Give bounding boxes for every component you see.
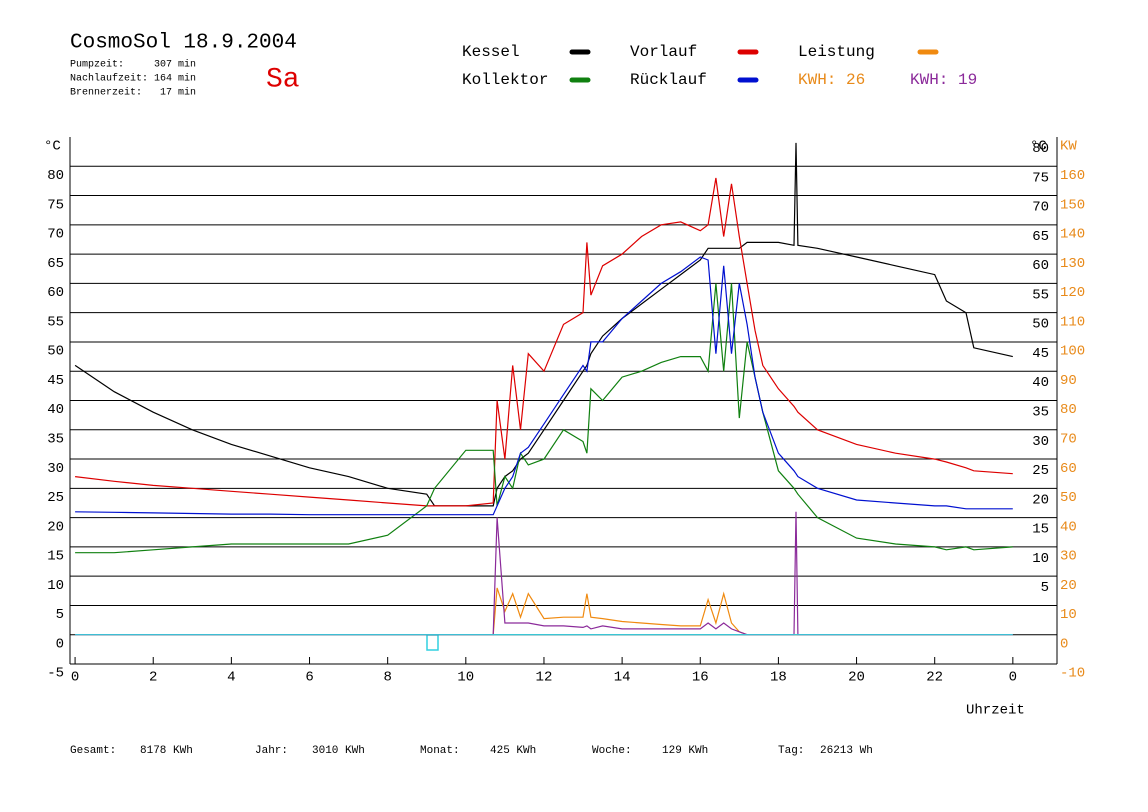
footer-label: Jahr: (255, 745, 288, 757)
y-tick-label: 55 (47, 314, 64, 330)
y-right-tick-label: 10 (1032, 551, 1049, 567)
footer-value: 129 KWh (662, 745, 708, 757)
footer-label: Woche: (592, 745, 632, 757)
y2-tick-label: 120 (1060, 285, 1085, 301)
y-unit: °C (44, 139, 61, 155)
y-tick-label: 30 (47, 461, 64, 477)
y-right-tick-label: 35 (1032, 404, 1049, 420)
y-right-tick-label: 80 (1032, 141, 1049, 157)
footer-label: Gesamt: (70, 745, 116, 757)
x-tick-label: 18 (770, 670, 787, 686)
y-tick-label: 65 (47, 256, 64, 272)
y-tick-label: 0 (56, 636, 64, 652)
legend-label: Kessel (462, 43, 520, 61)
legend-label: Leistung (798, 43, 875, 61)
kwh-label: KWH: 19 (910, 71, 977, 89)
y-right-tick-label: 55 (1032, 287, 1049, 303)
y-tick-label: 35 (47, 431, 64, 447)
x-tick-label: 4 (227, 670, 235, 686)
y-right-tick-label: 70 (1032, 200, 1049, 216)
y-tick-label: 75 (47, 197, 64, 213)
y2-tick-label: 110 (1060, 314, 1085, 330)
y-right-tick-label: 75 (1032, 170, 1049, 186)
y-right-tick-label: 65 (1032, 229, 1049, 245)
kwh-label: KWH: 26 (798, 71, 865, 89)
y-right-tick-label: 45 (1032, 346, 1049, 362)
y2-tick-label: 160 (1060, 168, 1085, 184)
x-tick-label: 8 (383, 670, 391, 686)
y2-tick-label: 20 (1060, 578, 1077, 594)
y2-tick-label: 130 (1060, 256, 1085, 272)
y-tick-label: 5 (56, 607, 64, 623)
x-tick-label: 14 (614, 670, 631, 686)
y-right-tick-label: 30 (1032, 434, 1049, 450)
marker (426, 634, 439, 651)
footer-value: 425 KWh (490, 745, 536, 757)
x-tick-label: 22 (926, 670, 943, 686)
x-tick-label: 0 (71, 670, 79, 686)
y2-tick-label: 30 (1060, 549, 1077, 565)
legend-label: Rücklauf (630, 71, 707, 89)
y2-tick-label: 50 (1060, 490, 1077, 506)
series-line (75, 283, 1013, 554)
series-line (75, 177, 1013, 507)
y-right-tick-label: 40 (1032, 375, 1049, 391)
y2-tick-label: 40 (1060, 519, 1077, 535)
y-right-tick-label: 15 (1032, 522, 1049, 538)
y-tick-label: 70 (47, 227, 64, 243)
x-tick-label: 10 (457, 670, 474, 686)
footer-value: 3010 KWh (312, 745, 365, 757)
x-tick-label: 20 (848, 670, 865, 686)
y2-unit: KW (1060, 139, 1077, 155)
y2-tick-label: 150 (1060, 197, 1085, 213)
y-right-tick-label: 20 (1032, 492, 1049, 508)
chart-title: CosmoSol 18.9.2004 (70, 32, 297, 55)
y-tick-label: 40 (47, 402, 64, 418)
x-tick-label: 6 (305, 670, 313, 686)
y-tick-label: 80 (47, 168, 64, 184)
y-tick-label: 10 (47, 578, 64, 594)
y-tick-label: 45 (47, 373, 64, 389)
x-tick-label: 12 (536, 670, 553, 686)
footer-label: Tag: (778, 745, 804, 757)
day: Sa (266, 64, 300, 95)
y-right-tick-label: 5 (1041, 580, 1049, 596)
y-tick-label: 15 (47, 549, 64, 565)
footer-label: Monat: (420, 745, 460, 757)
y2-tick-label: 10 (1060, 607, 1077, 623)
y-tick-label: 25 (47, 490, 64, 506)
y-tick-label: 60 (47, 285, 64, 301)
info: Brennerzeit: 17 min (70, 87, 196, 99)
x-tick-label: 16 (692, 670, 709, 686)
y2-tick-label: -10 (1060, 666, 1085, 682)
info: Nachlaufzeit: 164 min (70, 73, 196, 85)
y2-tick-label: 60 (1060, 461, 1077, 477)
footer-value: 8178 KWh (140, 745, 193, 757)
y-tick-label: 20 (47, 519, 64, 535)
legend-label: Vorlauf (630, 43, 697, 61)
y-right-tick-label: 50 (1032, 317, 1049, 333)
y2-tick-label: 0 (1060, 636, 1068, 652)
y-right-tick-label: 25 (1032, 463, 1049, 479)
legend-label: Kollektor (462, 71, 548, 89)
y-tick-label: 50 (47, 344, 64, 360)
series-line (75, 511, 1013, 636)
series-line (74, 142, 1013, 507)
y2-tick-label: 90 (1060, 373, 1077, 389)
x-label: Uhrzeit (966, 703, 1025, 719)
info: Pumpzeit: 307 min (70, 59, 196, 71)
x-tick-label: 2 (149, 670, 157, 686)
y2-tick-label: 100 (1060, 344, 1085, 360)
series-line (75, 256, 1013, 516)
y-right-tick-label: 60 (1032, 258, 1049, 274)
y2-tick-label: 70 (1060, 431, 1077, 447)
x-tick-label: 0 (1009, 670, 1017, 686)
y-unit-right: °C (1030, 139, 1047, 155)
y2-tick-label: 140 (1060, 227, 1085, 243)
y2-tick-label: 80 (1060, 402, 1077, 418)
footer-value: 26213 Wh (820, 745, 873, 757)
y-tick-label: -5 (47, 666, 64, 682)
series-line (75, 587, 1013, 636)
